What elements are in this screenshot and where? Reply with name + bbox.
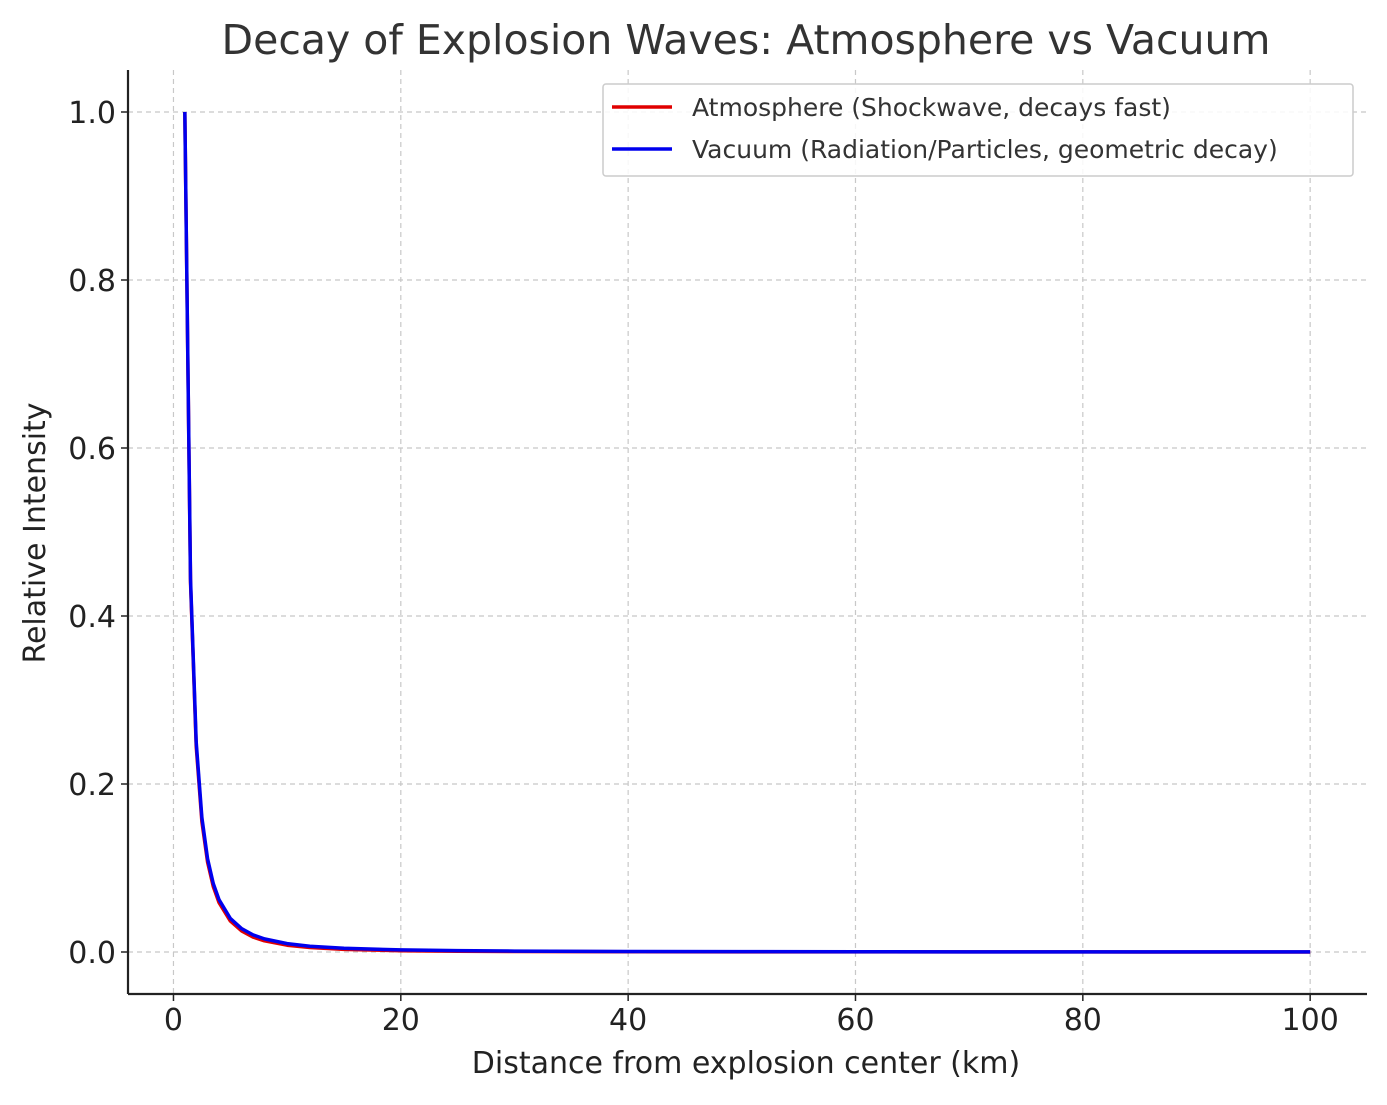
x-tick-label: 0 — [164, 1003, 183, 1038]
y-tick-label: 1.0 — [68, 96, 116, 131]
tick-labels: 0 20 40 60 80 100 0.0 0.2 0.4 0.6 0.8 1.0 — [68, 96, 1339, 1038]
x-axis-label: Distance from explosion center (km) — [472, 1046, 1020, 1081]
legend-label-vacuum: Vacuum (Radiation/Particles, geometric d… — [692, 135, 1278, 164]
grid — [128, 70, 1367, 994]
chart-title: Decay of Explosion Waves: Atmosphere vs … — [222, 16, 1271, 64]
x-tick-label: 100 — [1282, 1003, 1339, 1038]
y-tick-label: 0.0 — [68, 936, 116, 971]
series-lines — [183, 111, 1311, 954]
x-tick-label: 60 — [836, 1003, 874, 1038]
legend-label-atmosphere: Atmosphere (Shockwave, decays fast) — [692, 93, 1171, 122]
y-tick-label: 0.8 — [68, 264, 116, 299]
x-tick-label: 80 — [1064, 1003, 1102, 1038]
legend: Atmosphere (Shockwave, decays fast) Vacu… — [602, 83, 1354, 177]
y-tick-label: 0.2 — [68, 768, 116, 803]
series-line-vacuum — [183, 111, 1311, 954]
y-tick-label: 0.6 — [68, 432, 116, 467]
legend-box — [602, 83, 1354, 177]
y-tick-label: 0.4 — [68, 600, 116, 635]
axes — [121, 70, 1367, 1001]
x-tick-label: 20 — [382, 1003, 420, 1038]
y-axis-label: Relative Intensity — [18, 402, 53, 663]
x-tick-label: 40 — [609, 1003, 647, 1038]
